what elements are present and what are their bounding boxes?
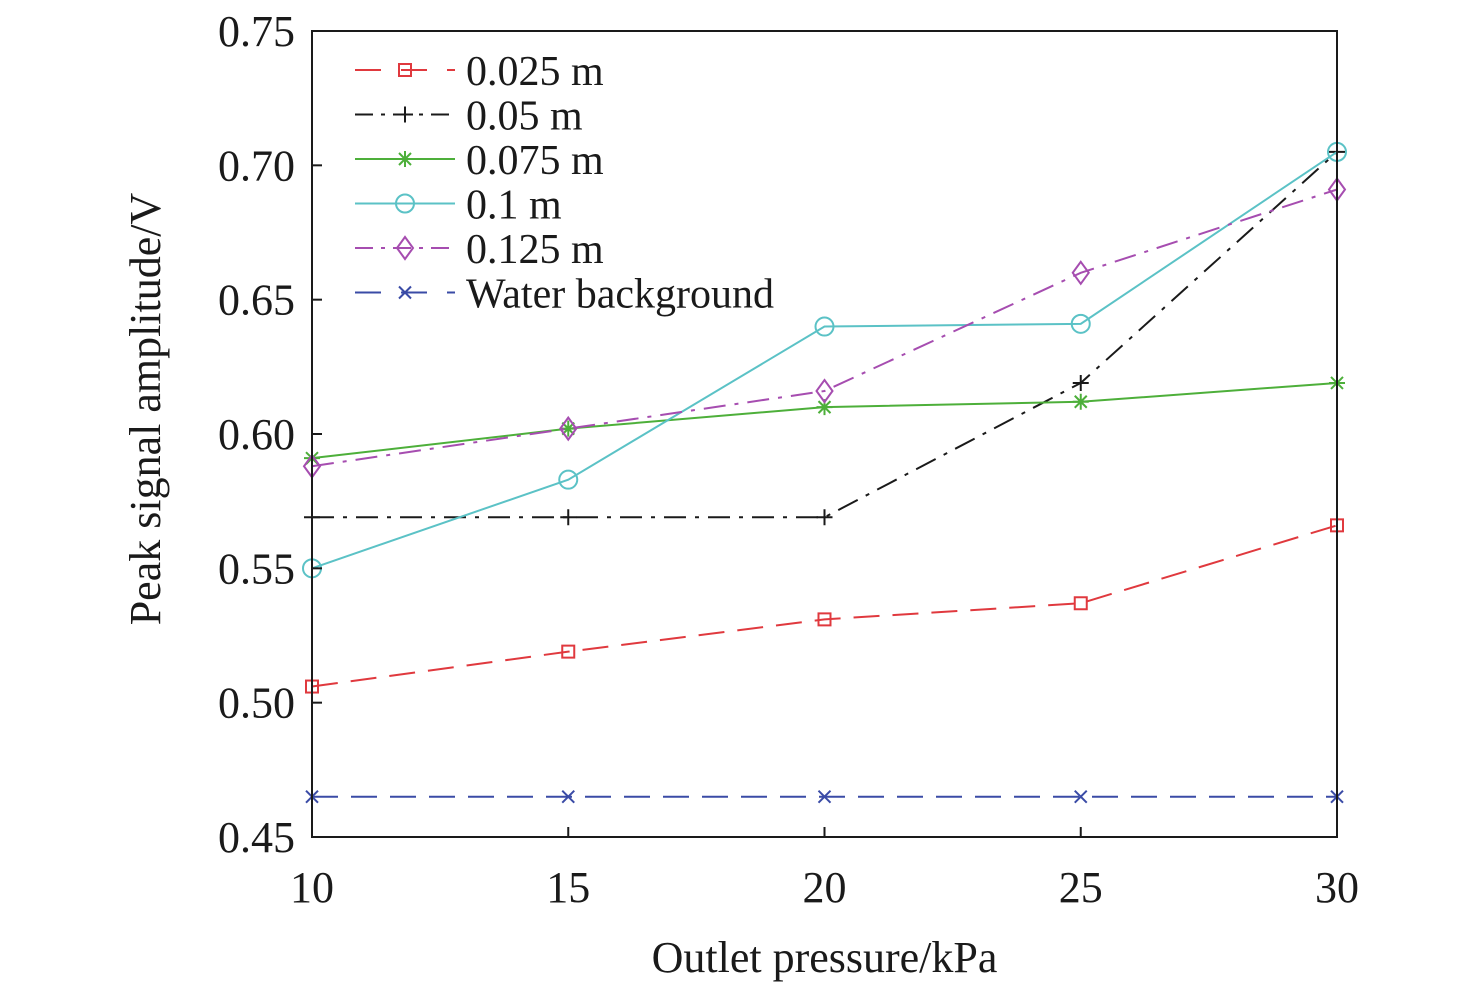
legend-label: 0.05 m bbox=[466, 94, 583, 140]
legend-marker bbox=[397, 106, 413, 123]
x-axis-title: Outlet pressure/kPa bbox=[652, 933, 998, 982]
axis-ticks: 10 15 20 25 30 0.45 0.50 0.55 0.60 0.65 0.70 0.75 bbox=[218, 7, 1359, 912]
y-tick-label: 0.70 bbox=[218, 141, 295, 190]
legend-label: 0.025 m bbox=[466, 49, 604, 95]
x-tick-label: 15 bbox=[546, 863, 590, 912]
data-point bbox=[817, 612, 832, 627]
y-tick-label: 0.60 bbox=[218, 410, 295, 459]
x-tick-label: 25 bbox=[1059, 863, 1103, 912]
data-point bbox=[1072, 393, 1089, 410]
legend-entry: 0.025 m bbox=[355, 49, 604, 95]
legend-label: 0.125 m bbox=[466, 227, 604, 273]
data-point bbox=[1073, 596, 1088, 611]
legend-marker bbox=[398, 63, 412, 77]
legend-entry: 0.075 m bbox=[355, 138, 604, 184]
data-point bbox=[1072, 374, 1089, 391]
legend-label: Water background bbox=[466, 272, 774, 318]
data-point bbox=[559, 415, 578, 442]
series-5 bbox=[305, 789, 1344, 804]
series-2 bbox=[304, 374, 1345, 467]
data-point bbox=[1071, 260, 1090, 286]
series-0 bbox=[305, 518, 1344, 694]
x-tick-label: 10 bbox=[290, 863, 334, 912]
legend-entry: Water background bbox=[355, 272, 774, 318]
x-tick-label: 20 bbox=[803, 863, 847, 912]
data-point bbox=[1074, 789, 1088, 804]
y-axis-title: Peak signal amplitude/V bbox=[121, 192, 170, 625]
legend-label: 0.075 m bbox=[466, 138, 604, 184]
legend-entry: 0.125 m bbox=[355, 227, 604, 273]
y-tick-label: 0.45 bbox=[218, 813, 295, 862]
legend-marker bbox=[395, 235, 415, 261]
series-4 bbox=[302, 176, 1347, 479]
y-tick-label: 0.50 bbox=[218, 679, 295, 728]
y-tick-label: 0.75 bbox=[218, 7, 295, 56]
data-point bbox=[560, 420, 577, 437]
legend-marker bbox=[398, 285, 412, 300]
plot-area bbox=[302, 141, 1347, 804]
legend-marker bbox=[395, 193, 415, 214]
data-point bbox=[558, 469, 579, 490]
series-line bbox=[311, 151, 1338, 570]
series-line bbox=[311, 381, 1338, 460]
series-line bbox=[311, 524, 1338, 688]
data-point bbox=[560, 509, 577, 526]
y-tick-label: 0.65 bbox=[218, 276, 295, 325]
data-point bbox=[561, 789, 575, 804]
data-point bbox=[1070, 313, 1091, 334]
data-point bbox=[561, 644, 576, 659]
x-tick-label: 30 bbox=[1315, 863, 1359, 912]
data-point bbox=[817, 789, 832, 804]
data-point bbox=[816, 399, 833, 416]
data-point bbox=[815, 378, 834, 404]
legend-marker bbox=[397, 151, 413, 167]
series-line bbox=[311, 188, 1338, 468]
legend-entry: 0.1 m bbox=[355, 183, 562, 229]
data-point bbox=[814, 316, 835, 337]
y-tick-label: 0.55 bbox=[218, 544, 295, 593]
legend-entry: 0.05 m bbox=[355, 94, 583, 140]
legend-label: 0.1 m bbox=[466, 183, 562, 229]
data-point bbox=[816, 509, 833, 526]
